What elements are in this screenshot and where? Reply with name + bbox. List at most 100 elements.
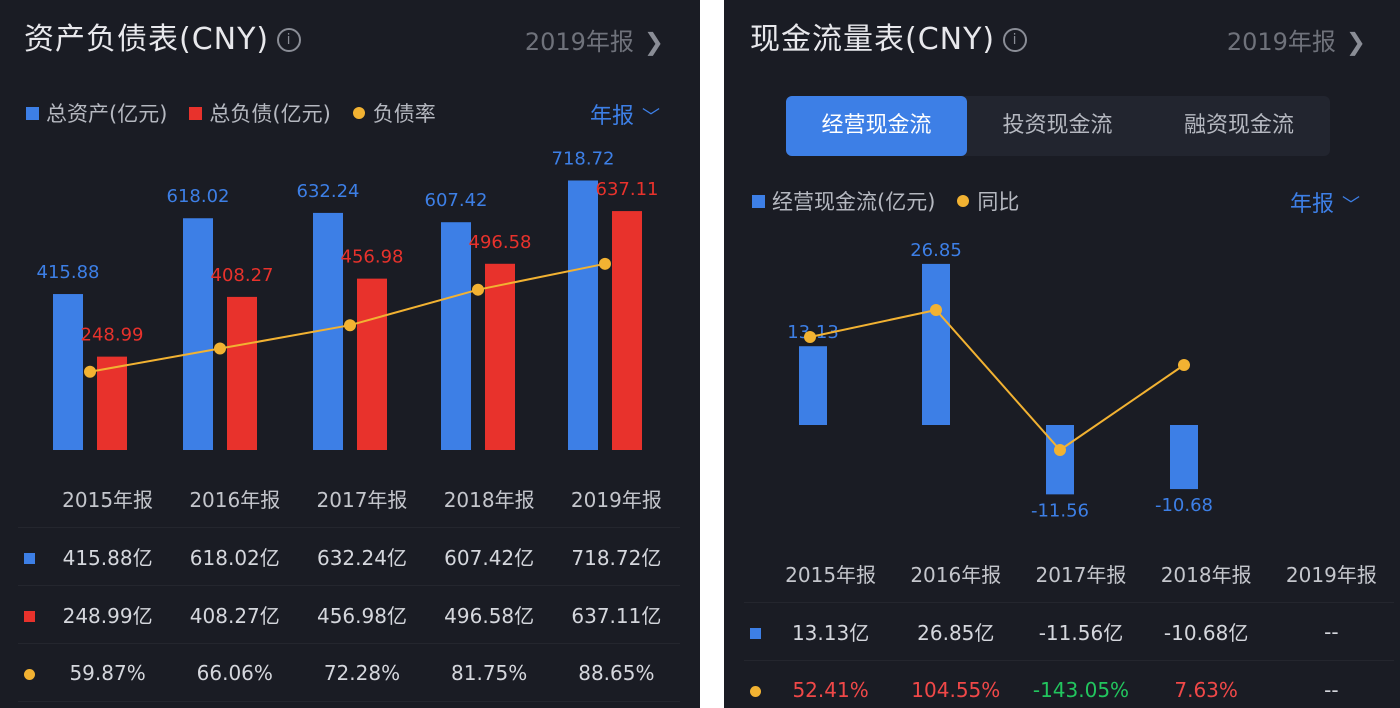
table-row-total-liabilities: 248.99亿 408.27亿 456.98亿 496.58亿 637.11亿 (18, 585, 680, 644)
balance-chart: 415.88 248.99 618.02 408.27 632.24 456.98 607.… (37, 148, 658, 451)
chevron-down-icon: ﹀ (1342, 195, 1361, 216)
yellow-dot-icon (24, 668, 35, 680)
cashflow-chart: 13.1326.85-11.56-10.68 (787, 240, 1213, 521)
legend-yoy: 同比 (977, 190, 1020, 214)
point-yoy (930, 304, 942, 316)
blue-square-icon (750, 627, 761, 639)
balance-report-selector[interactable]: 2019年报 ❯ (525, 22, 664, 57)
data-label-total-assets: 718.72 (552, 148, 615, 169)
table-cell: 26.85亿 (893, 602, 1019, 661)
legend-total-liabilities: 总负债(亿元) (209, 102, 331, 126)
table-cell: 248.99亿 (44, 585, 172, 644)
bar-operating-cash-flow (799, 346, 827, 425)
bar-operating-cash-flow (1046, 425, 1074, 495)
yellow-dot-icon (750, 685, 761, 697)
table-cell: -- (1268, 660, 1394, 708)
table-cell: 496.58亿 (425, 585, 553, 644)
red-square-icon (24, 610, 35, 622)
bar-total-assets (183, 218, 213, 450)
table-cell: 13.13亿 (768, 602, 894, 661)
balance-title-row: 资产负债表(CNY) i (24, 14, 302, 58)
balance-legend: 总资产(亿元) 总负债(亿元) 负债率 (26, 98, 436, 128)
balance-period-label: 年报 (590, 104, 635, 129)
balance-sheet-panel: 资产负债表(CNY) i 2019年报 ❯ 总资产(亿元) 总负债(亿元) 负债率 … (0, 0, 700, 708)
point-debt-ratio (472, 283, 484, 296)
table-cell: -11.56亿 (1018, 602, 1144, 661)
legend-yellow-dot-icon (957, 195, 970, 207)
table-cell: -143.05% (1018, 660, 1144, 708)
table-header-cell: 2017年报 (1018, 545, 1144, 603)
data-label-total-liabilities: 456.98 (341, 247, 404, 268)
balance-period-dropdown[interactable]: 年报 ﹀ (590, 98, 660, 130)
cashflow-report-selector[interactable]: 2019年报 ❯ (1227, 22, 1366, 57)
table-header-cell: 2016年报 (893, 545, 1019, 603)
blue-square-icon (24, 552, 35, 564)
table-header-cell: 2019年报 (1268, 545, 1394, 603)
legend-blue-square-icon (26, 106, 39, 120)
legend-debt-ratio: 负债率 (372, 102, 436, 126)
data-label-total-liabilities: 248.99 (81, 325, 144, 346)
table-row-total-assets: 415.88亿 618.02亿 632.24亿 607.42亿 718.72亿 (18, 527, 680, 586)
data-label-total-liabilities: 408.27 (211, 265, 274, 286)
table-header-cell: 2018年报 (425, 470, 553, 528)
table-cell: 718.72亿 (552, 527, 680, 586)
table-row-operating-cash-flow: 13.13亿 26.85亿 -11.56亿 -10.68亿 -- (744, 602, 1394, 661)
data-label-total-assets: 415.88 (37, 262, 100, 283)
table-cell: 7.63% (1143, 660, 1269, 708)
table-cell: 104.55% (893, 660, 1019, 708)
chevron-right-icon: ❯ (1345, 28, 1366, 56)
point-yoy (804, 331, 816, 343)
balance-title: 资产负债表(CNY) (24, 22, 270, 57)
table-header-cell: 2015年报 (44, 470, 172, 528)
cashflow-period-label: 年报 (1290, 192, 1335, 217)
data-label-total-assets: 618.02 (167, 186, 230, 207)
bar-total-liabilities (485, 263, 515, 450)
bar-total-liabilities (97, 356, 127, 450)
point-debt-ratio (344, 319, 356, 332)
bar-operating-cash-flow (922, 263, 950, 425)
table-cell: 637.11亿 (552, 585, 680, 644)
info-icon[interactable]: i (277, 28, 302, 52)
table-cell: 59.87% (44, 643, 172, 702)
table-cell: -- (1268, 602, 1394, 661)
table-row-debt-ratio: 59.87% 66.06% 72.28% 81.75% 88.65% (18, 643, 680, 702)
data-label-operating-cash-flow: -11.56 (1031, 500, 1089, 521)
chevron-down-icon: ﹀ (642, 107, 661, 128)
table-cell: -10.68亿 (1143, 602, 1269, 661)
cash-flow-panel: 现金流量表(CNY) i 2019年报 ❯ 经营现金流 投资现金流 融资现金流 经营… (724, 0, 1400, 708)
bar-operating-cash-flow (1170, 425, 1198, 490)
bar-total-assets (568, 180, 598, 451)
table-header-cell: 2015年报 (768, 545, 894, 603)
info-icon[interactable]: i (1003, 28, 1028, 52)
point-debt-ratio (214, 342, 226, 355)
cashflow-tabs: 经营现金流 投资现金流 融资现金流 (786, 96, 1330, 156)
legend-red-square-icon (189, 106, 203, 120)
legend-operating-cash-flow: 经营现金流(亿元) (772, 190, 936, 214)
data-label-total-assets: 607.42 (425, 190, 488, 211)
bar-total-liabilities (357, 278, 387, 450)
point-debt-ratio (599, 257, 611, 270)
tab-financing-cash-flow[interactable]: 融资现金流 (1183, 113, 1294, 138)
table-header-cell: 2018年报 (1143, 545, 1269, 603)
cashflow-period-dropdown[interactable]: 年报 ﹀ (1290, 186, 1360, 218)
legend-total-assets: 总资产(亿元) (46, 102, 168, 126)
balance-report-label: 2019年报 (524, 28, 634, 56)
table-cell: 81.75% (425, 643, 553, 702)
table-cell: 415.88亿 (44, 527, 172, 586)
tab-operating-cash-flow[interactable]: 经营现金流 (786, 96, 967, 156)
tab-investing-cash-flow[interactable]: 投资现金流 (1002, 113, 1113, 138)
table-cell: 88.65% (552, 643, 680, 702)
point-yoy (1178, 359, 1190, 371)
table-cell: 632.24亿 (298, 527, 426, 586)
cashflow-title: 现金流量表(CNY) (750, 22, 996, 57)
balance-table: 2015年报 2016年报 2017年报 2018年报 2019年报 415.8… (18, 470, 680, 702)
legend-blue-square-icon (752, 194, 765, 208)
cashflow-table: 2015年报 2016年报 2017年报 2018年报 2019年报 13.13… (744, 545, 1394, 708)
bar-total-assets (53, 294, 83, 450)
legend-yellow-dot-icon (352, 107, 365, 119)
cashflow-report-label: 2019年报 (1226, 28, 1336, 56)
bar-total-liabilities (227, 296, 257, 450)
table-cell: 66.06% (171, 643, 299, 702)
point-yoy (1054, 444, 1066, 456)
line-yoy (809, 308, 1185, 452)
